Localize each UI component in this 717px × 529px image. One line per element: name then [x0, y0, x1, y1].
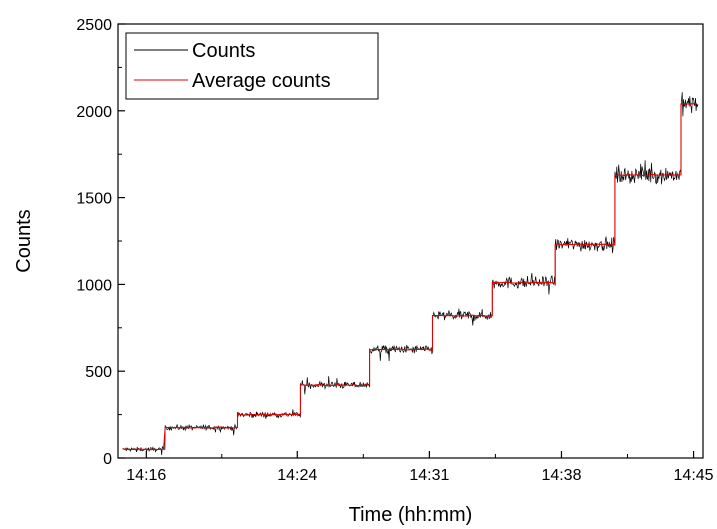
- y-tick-label: 0: [103, 451, 112, 468]
- ticks-layer: [118, 23, 695, 459]
- x-axis-title: Time (hh:mm): [349, 504, 473, 526]
- legend: Counts Average counts: [125, 32, 379, 100]
- y-tick-label: 1000: [76, 277, 112, 294]
- y-tick-label: 2000: [76, 104, 112, 121]
- y-tick-label: 2500: [76, 17, 112, 34]
- series-layer: [122, 92, 699, 456]
- series-counts-line: [122, 92, 699, 456]
- x-tick-label: 14:31: [409, 467, 449, 484]
- legend-label-average-counts: Average counts: [192, 70, 331, 92]
- y-tick-label: 1500: [76, 191, 112, 208]
- x-tick-label: 14:24: [277, 467, 317, 484]
- y-axis-title: Counts: [13, 209, 35, 272]
- series-average-counts-line: [122, 103, 697, 451]
- legend-label-counts: Counts: [192, 40, 255, 62]
- x-tick-label: 14:45: [674, 467, 714, 484]
- x-tick-label: 14:38: [541, 467, 581, 484]
- labels-layer: 0 500 1000 1500 2000 2500 14:16 14:24 14:31 14:38…: [76, 17, 713, 484]
- legend-box: [125, 32, 379, 100]
- y-tick-label: 500: [85, 364, 112, 381]
- x-tick-label: 14:16: [126, 467, 166, 484]
